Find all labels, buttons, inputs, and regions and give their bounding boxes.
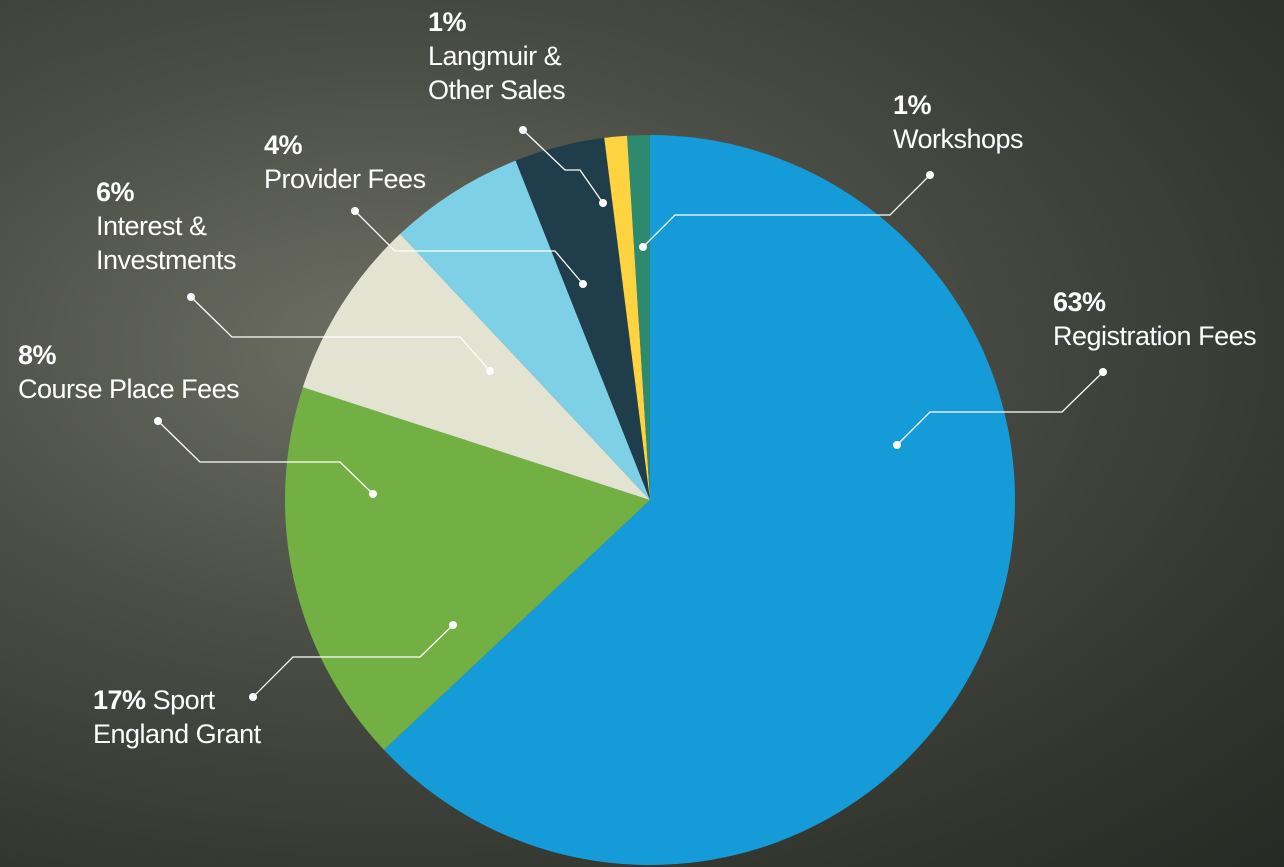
category-label: Langmuir & Other Sales — [428, 41, 565, 105]
percent-label: 8% — [18, 338, 278, 372]
slice-label: 1%Langmuir & Other Sales — [428, 5, 618, 107]
slice-label: 1%Workshops — [893, 88, 1093, 156]
percent-label: 63% — [1053, 285, 1284, 319]
slice-label: 17% Sport England Grant — [93, 683, 293, 751]
slice-label: 6%Interest & Investments — [96, 175, 271, 277]
infographic: 63%Registration Fees 17% Sport England Gr… — [0, 0, 1284, 867]
percent-label: 1% — [893, 88, 1093, 122]
percent-label: 6% — [96, 175, 271, 209]
category-label: Registration Fees — [1053, 321, 1256, 351]
percent-label: 1% — [428, 5, 618, 39]
category-label: Workshops — [893, 124, 1023, 154]
slice-label: 4%Provider Fees — [264, 128, 464, 196]
category-label: Course Place Fees — [18, 374, 239, 404]
category-label: Provider Fees — [264, 164, 426, 194]
percent-label: 4% — [264, 128, 464, 162]
slice-label: 63%Registration Fees — [1053, 285, 1284, 353]
slice-label: 8%Course Place Fees — [18, 338, 278, 406]
percent-label: 17% — [93, 685, 146, 715]
category-label: Interest & Investments — [96, 211, 236, 275]
